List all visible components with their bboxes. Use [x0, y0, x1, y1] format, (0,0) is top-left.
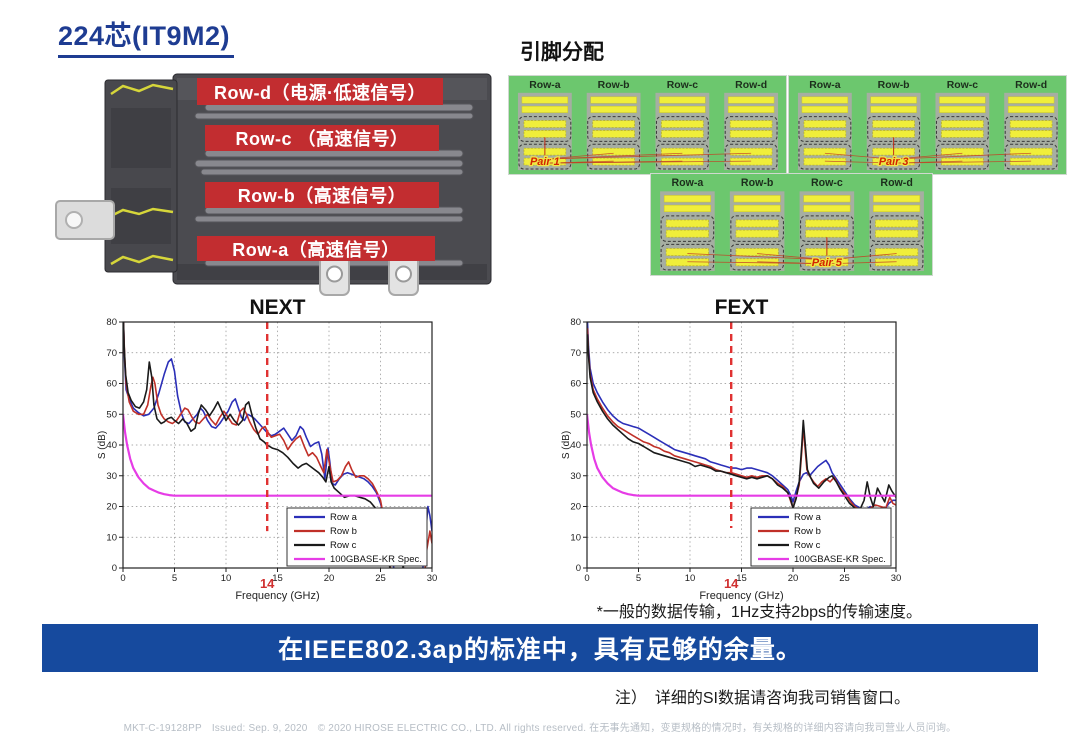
svg-text:30: 30 — [570, 471, 581, 482]
svg-text:Row c: Row c — [330, 540, 357, 551]
svg-text:20: 20 — [788, 573, 799, 584]
svg-text:S (dB): S (dB) — [561, 431, 572, 459]
svg-text:NEXT: NEXT — [249, 296, 305, 319]
svg-text:40: 40 — [106, 440, 117, 451]
svg-text:70: 70 — [106, 348, 117, 359]
svg-text:S (dB): S (dB) — [97, 431, 108, 459]
svg-text:0: 0 — [120, 573, 125, 584]
svg-text:Row a: Row a — [794, 512, 822, 523]
svg-text:25: 25 — [375, 573, 386, 584]
svg-text:Row c: Row c — [794, 540, 821, 551]
svg-text:Pair 3: Pair 3 — [879, 156, 909, 168]
svg-text:Row-a: Row-a — [671, 177, 703, 189]
svg-text:50: 50 — [570, 409, 581, 420]
svg-text:80: 80 — [570, 317, 581, 328]
svg-text:Row-d: Row-d — [1015, 80, 1047, 91]
svg-text:10: 10 — [570, 532, 581, 543]
svg-text:Row-a: Row-a — [809, 80, 841, 91]
svg-text:0: 0 — [576, 563, 581, 574]
row-a-label: Row-a（高速信号） — [197, 236, 435, 261]
svg-text:10: 10 — [685, 573, 696, 584]
next-chart: 0 5 10 15 20 25 30 0 10 20 30 40 50 60 70 80 14Frequency… — [97, 296, 438, 602]
svg-text:Row-a: Row-a — [529, 80, 561, 91]
svg-text:Pair 5: Pair 5 — [812, 257, 843, 269]
svg-text:80: 80 — [106, 317, 117, 328]
svg-text:20: 20 — [324, 573, 335, 584]
svg-text:Row-c: Row-c — [811, 177, 843, 189]
svg-text:Row-b: Row-b — [878, 80, 910, 91]
svg-text:25: 25 — [839, 573, 850, 584]
svg-text:30: 30 — [891, 573, 902, 584]
svg-text:Row-d: Row-d — [880, 177, 912, 189]
svg-text:Row b: Row b — [330, 526, 357, 537]
row-d-label: Row-d（电源·低速信号） — [197, 78, 443, 105]
svg-text:5: 5 — [636, 573, 641, 584]
svg-text:Row-c: Row-c — [667, 80, 699, 91]
contact-note: 注） 详细的SI数据请咨询我司销售窗口。 — [614, 690, 910, 707]
svg-text:40: 40 — [570, 440, 581, 451]
svg-text:Pair 1: Pair 1 — [530, 156, 560, 168]
svg-text:70: 70 — [570, 348, 581, 359]
svg-text:Row-c: Row-c — [947, 80, 979, 91]
svg-text:30: 30 — [427, 573, 438, 584]
svg-text:0: 0 — [584, 573, 589, 584]
pin-panel-pair3: Row-a Row-b Row-c Row-d Pair 3 — [788, 75, 1067, 175]
svg-text:14: 14 — [724, 576, 739, 591]
svg-text:20: 20 — [570, 502, 581, 513]
svg-text:Row a: Row a — [330, 512, 358, 523]
svg-text:15: 15 — [736, 573, 747, 584]
svg-text:60: 60 — [106, 379, 117, 390]
svg-text:100GBASE-KR Spec.: 100GBASE-KR Spec. — [330, 554, 422, 565]
page-title: 224芯(IT9M2) — [58, 14, 235, 58]
svg-text:0: 0 — [112, 563, 117, 574]
svg-text:50: 50 — [106, 409, 117, 420]
svg-text:15: 15 — [272, 573, 283, 584]
pin-panel-pair1: Row-a Row-b Row-c Row-d Pair 1 — [508, 75, 787, 175]
svg-text:Frequency (GHz): Frequency (GHz) — [699, 590, 783, 602]
svg-text:Row-b: Row-b — [741, 177, 774, 189]
svg-text:100GBASE-KR Spec.: 100GBASE-KR Spec. — [794, 554, 886, 565]
svg-text:Row b: Row b — [794, 526, 821, 537]
footnote: *一般的数据传输，1Hz支持2bps的传输速度。 — [596, 604, 922, 621]
svg-text:10: 10 — [221, 573, 232, 584]
conclusion-banner: 在IEEE802.3ap的标准中，具有足够的余量。 — [42, 624, 1038, 672]
svg-text:Frequency (GHz): Frequency (GHz) — [235, 590, 319, 602]
svg-text:60: 60 — [570, 379, 581, 390]
document-footer: MKT-C-19128PP Issued: Sep. 9, 2020 © 202… — [123, 723, 957, 734]
svg-text:Row-d: Row-d — [735, 80, 767, 91]
svg-text:20: 20 — [106, 502, 117, 513]
pin-panel-pair5: Row-a Row-b Row-c Row-d Pair 5 — [650, 173, 933, 276]
fext-chart: 0 5 10 15 20 25 30 0 10 20 30 40 50 60 70 80 14Frequency… — [561, 296, 902, 602]
row-b-label: Row-b（高速信号） — [205, 182, 439, 208]
svg-text:14: 14 — [260, 576, 275, 591]
svg-text:30: 30 — [106, 471, 117, 482]
svg-text:Row-b: Row-b — [598, 80, 630, 91]
svg-text:FEXT: FEXT — [715, 296, 769, 319]
svg-text:5: 5 — [172, 573, 177, 584]
pin-assignment-heading: 引脚分配 — [520, 41, 604, 64]
svg-text:10: 10 — [106, 532, 117, 543]
row-c-label: Row-c （高速信号） — [205, 125, 439, 151]
